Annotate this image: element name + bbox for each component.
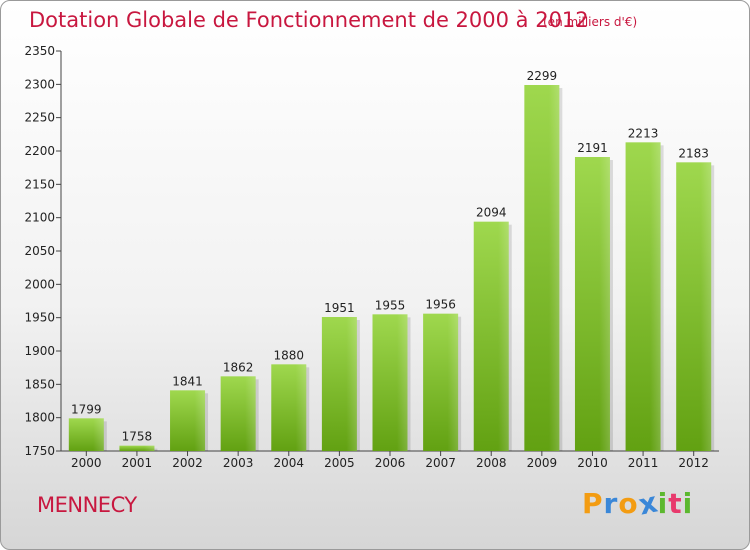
data-label: 1799: [71, 402, 102, 416]
data-label: 1956: [425, 298, 456, 312]
bar-sheen: [321, 317, 357, 451]
bar: [676, 162, 715, 452]
bar: [170, 390, 209, 451]
bar: [423, 313, 462, 451]
data-labels: 1799 1758 1841 1862 1880 1951 1955 1956 2094 2299…: [71, 69, 709, 444]
y-tick-label: 2250: [24, 111, 55, 125]
bar-sheen: [271, 364, 307, 451]
chart-subtitle: (en milliers d'€): [543, 15, 638, 29]
x-tick-label: 2004: [273, 456, 304, 470]
bar: [473, 221, 512, 451]
x-tick-label: 2011: [628, 456, 659, 470]
chart-title: Dotation Globale de Fonctionnement de 20…: [29, 8, 589, 32]
bars: [68, 85, 715, 452]
logo-letter: P: [582, 487, 604, 520]
y-tick-label: 2200: [24, 144, 55, 158]
y-tick-label: 2100: [24, 211, 55, 225]
y-tick-label: 1950: [24, 311, 55, 325]
y-tick-label: 1800: [24, 411, 55, 425]
x-tick-label: 2005: [324, 456, 355, 470]
data-label: 2191: [577, 141, 608, 155]
x-tick-label: 2007: [425, 456, 456, 470]
bar: [372, 314, 411, 451]
bar: [271, 364, 310, 451]
bar-sheen: [473, 221, 509, 451]
y-tick-label: 2150: [24, 177, 55, 191]
x-tick-label: 2003: [223, 456, 254, 470]
x-tick-label: 2001: [122, 456, 153, 470]
bar: [119, 445, 158, 451]
bar: [68, 418, 107, 451]
data-label: 1880: [273, 348, 304, 362]
bar-sheen: [68, 418, 104, 451]
bar-sheen: [372, 314, 408, 451]
bar-sheen: [676, 162, 712, 452]
logo-letter: o: [618, 487, 639, 520]
y-tick-label: 2300: [24, 77, 55, 91]
y-tick-label: 2350: [24, 44, 55, 58]
y-tick-label: 1750: [24, 444, 55, 458]
logo-letter: i: [682, 487, 694, 520]
bar: [524, 85, 563, 451]
x-tick-label: 2012: [678, 456, 709, 470]
logo-letter: i: [657, 487, 669, 520]
bar-sheen: [574, 157, 610, 451]
bar: [321, 317, 360, 451]
city-name: MENNECY: [37, 493, 137, 517]
x-tick-label: 2000: [71, 456, 102, 470]
data-label: 1951: [324, 301, 355, 315]
bar-sheen: [170, 390, 206, 451]
bar-sheen: [119, 445, 155, 451]
logo-letter: t: [668, 487, 683, 520]
x-tick-label: 2006: [375, 456, 406, 470]
bar-sheen: [423, 313, 459, 451]
y-tick-label: 2000: [24, 277, 55, 291]
x-tick-label: 2010: [577, 456, 608, 470]
data-label: 2299: [527, 69, 558, 83]
x-tick-label: 2002: [172, 456, 203, 470]
data-label: 2213: [628, 126, 659, 140]
y-tick-label: 2050: [24, 244, 55, 258]
x-tick-label: 2008: [476, 456, 507, 470]
bar: [574, 157, 613, 451]
data-label: 2094: [476, 206, 507, 220]
y-tick-label: 1900: [24, 344, 55, 358]
bar-sheen: [524, 85, 560, 451]
x-tick-label: 2009: [527, 456, 558, 470]
data-label: 1758: [122, 430, 153, 444]
bar-sheen: [220, 376, 256, 451]
data-label: 1862: [223, 360, 254, 374]
data-label: 2183: [678, 146, 709, 160]
y-tick-label: 1850: [24, 377, 55, 391]
proxiti-logo[interactable]: Proxiti: [582, 485, 694, 521]
data-label: 1955: [375, 298, 406, 312]
bar-sheen: [625, 142, 661, 452]
axes: 1750 1800 1850 1900 1950 2000 2050 2100 2150 2200…: [24, 44, 719, 470]
bar: [220, 376, 259, 451]
logo-letter: r: [603, 487, 619, 520]
data-label: 1841: [172, 374, 203, 388]
bar: [625, 142, 664, 452]
